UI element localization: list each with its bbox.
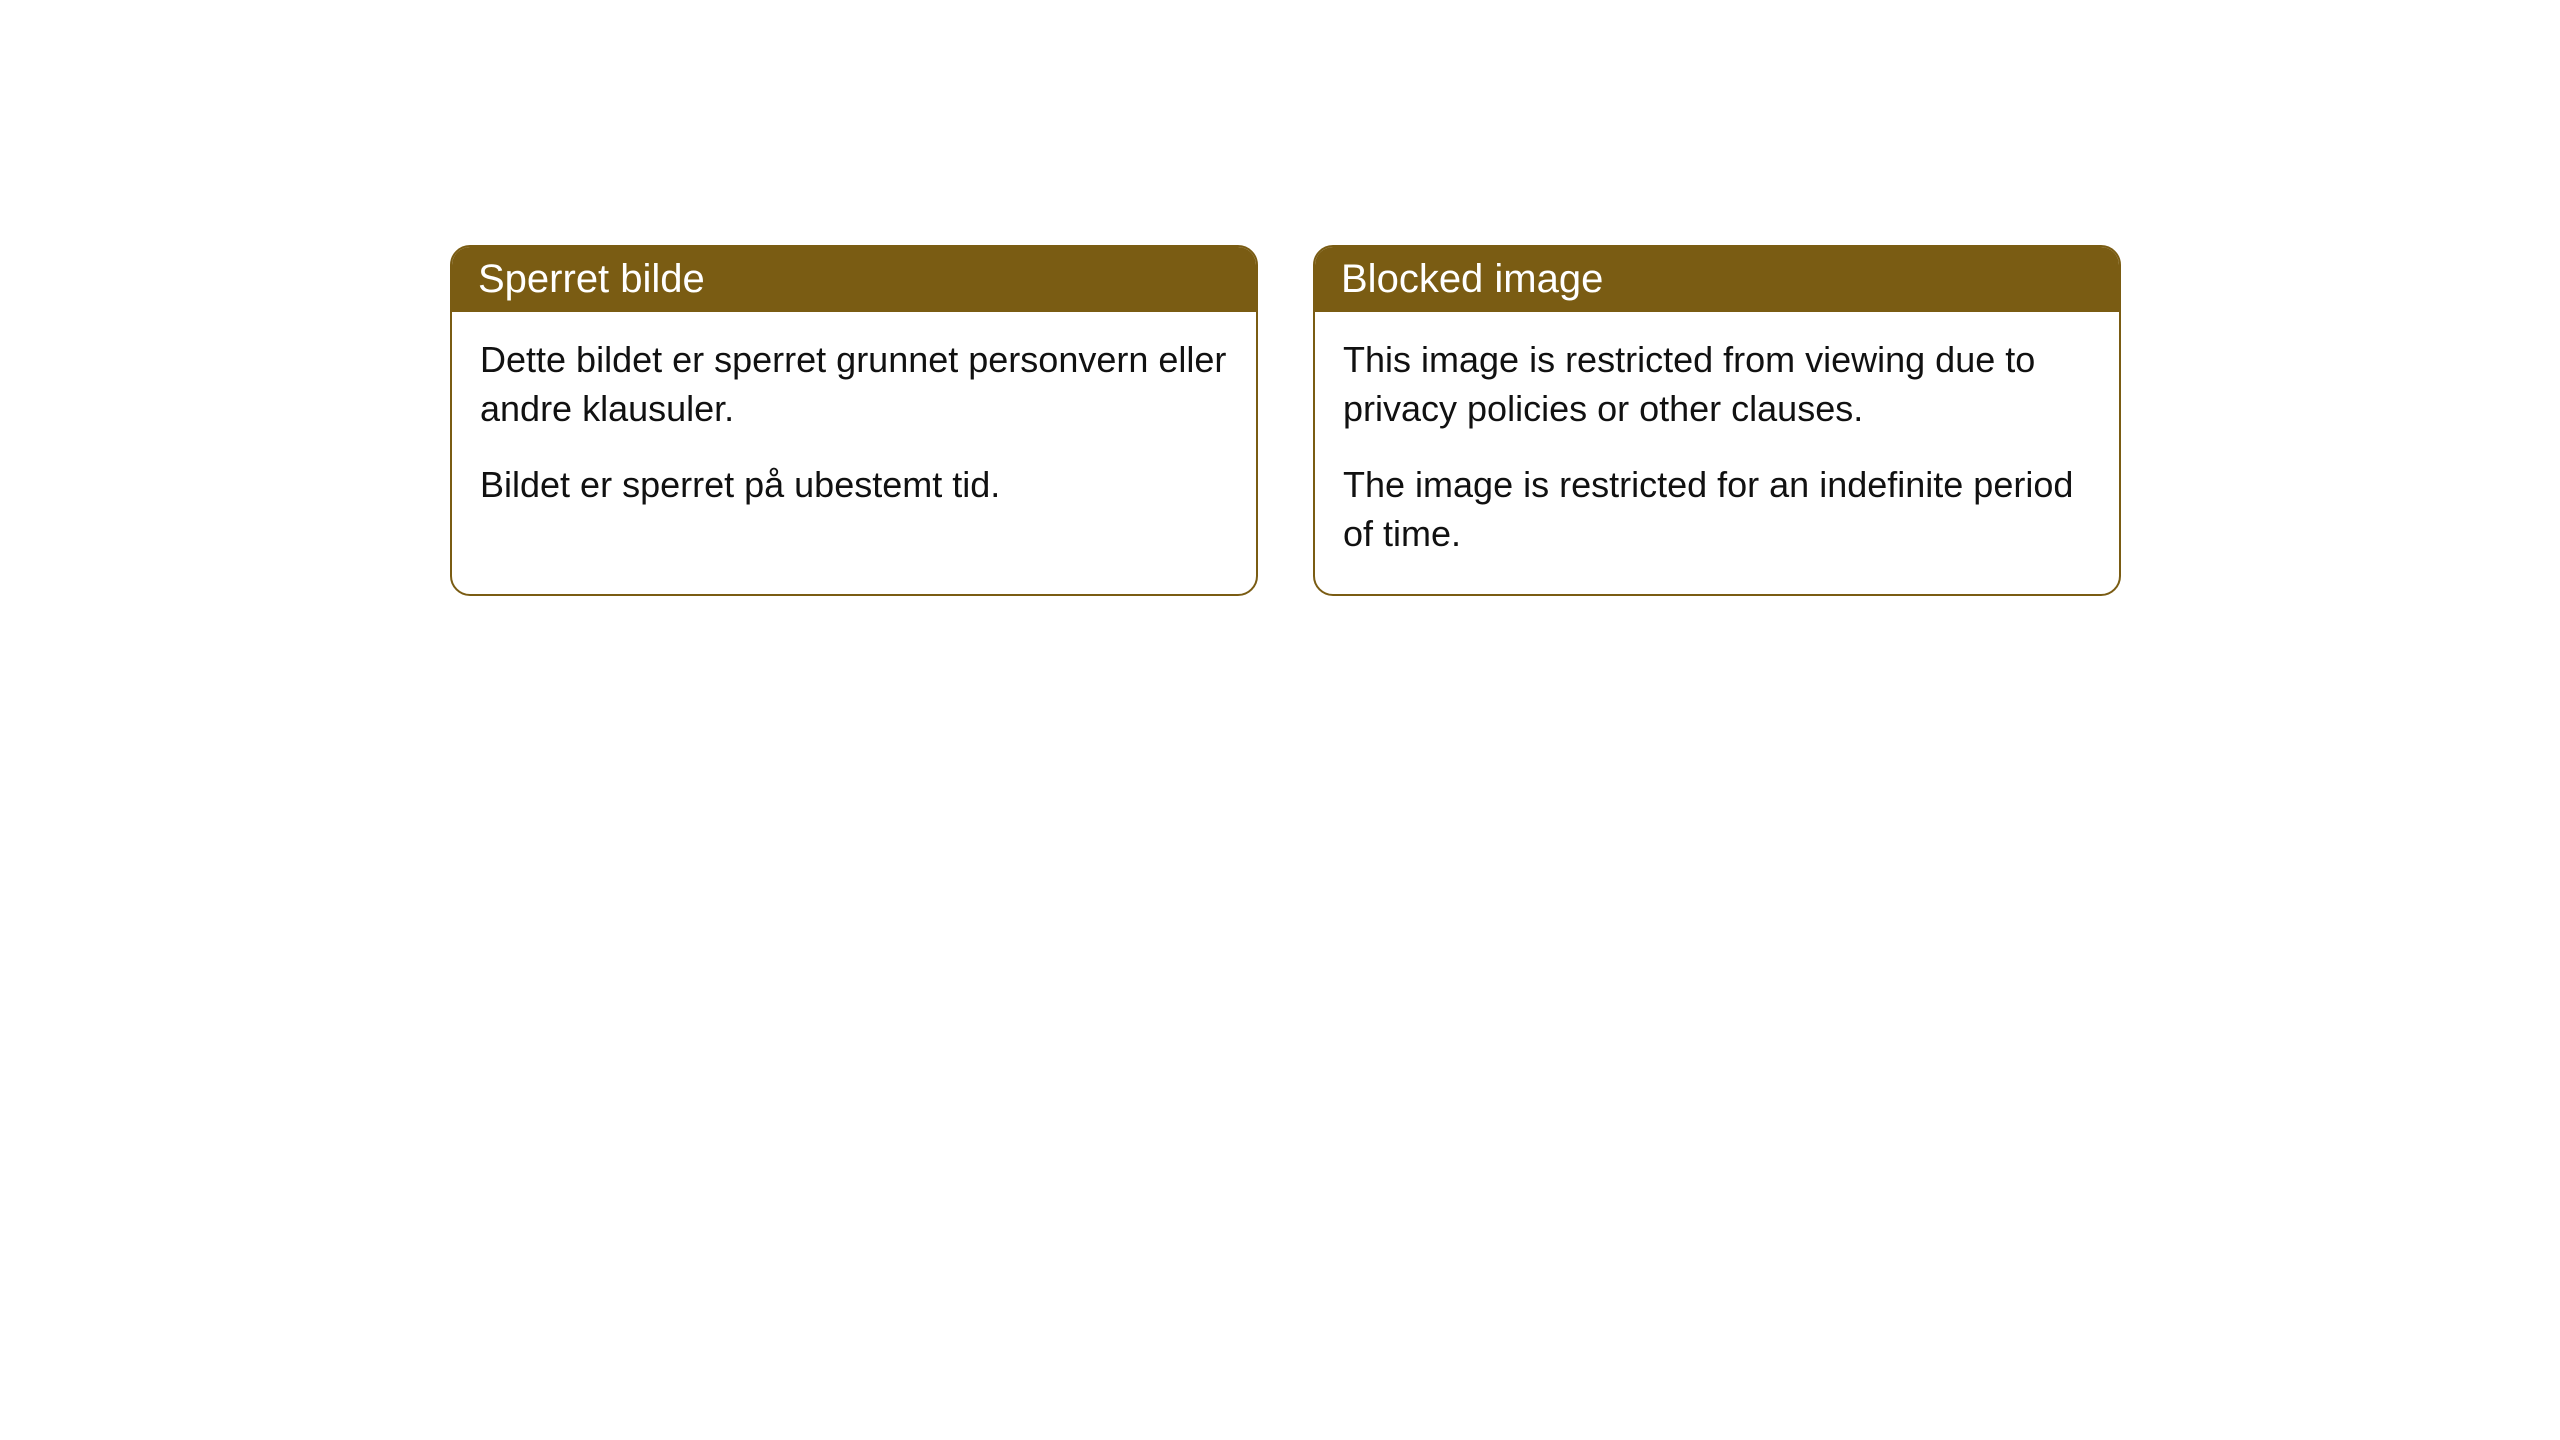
notice-card-english: Blocked image This image is restricted f… <box>1313 245 2121 596</box>
card-body: This image is restricted from viewing du… <box>1315 312 2119 594</box>
card-body: Dette bildet er sperret grunnet personve… <box>452 312 1256 546</box>
card-title: Blocked image <box>1341 257 1603 301</box>
card-paragraph: Bildet er sperret på ubestemt tid. <box>480 461 1228 510</box>
card-header: Sperret bilde <box>452 247 1256 312</box>
card-title: Sperret bilde <box>478 257 705 301</box>
card-paragraph: The image is restricted for an indefinit… <box>1343 461 2091 558</box>
notice-cards-container: Sperret bilde Dette bildet er sperret gr… <box>450 245 2121 596</box>
card-paragraph: Dette bildet er sperret grunnet personve… <box>480 336 1228 433</box>
card-paragraph: This image is restricted from viewing du… <box>1343 336 2091 433</box>
notice-card-norwegian: Sperret bilde Dette bildet er sperret gr… <box>450 245 1258 596</box>
card-header: Blocked image <box>1315 247 2119 312</box>
